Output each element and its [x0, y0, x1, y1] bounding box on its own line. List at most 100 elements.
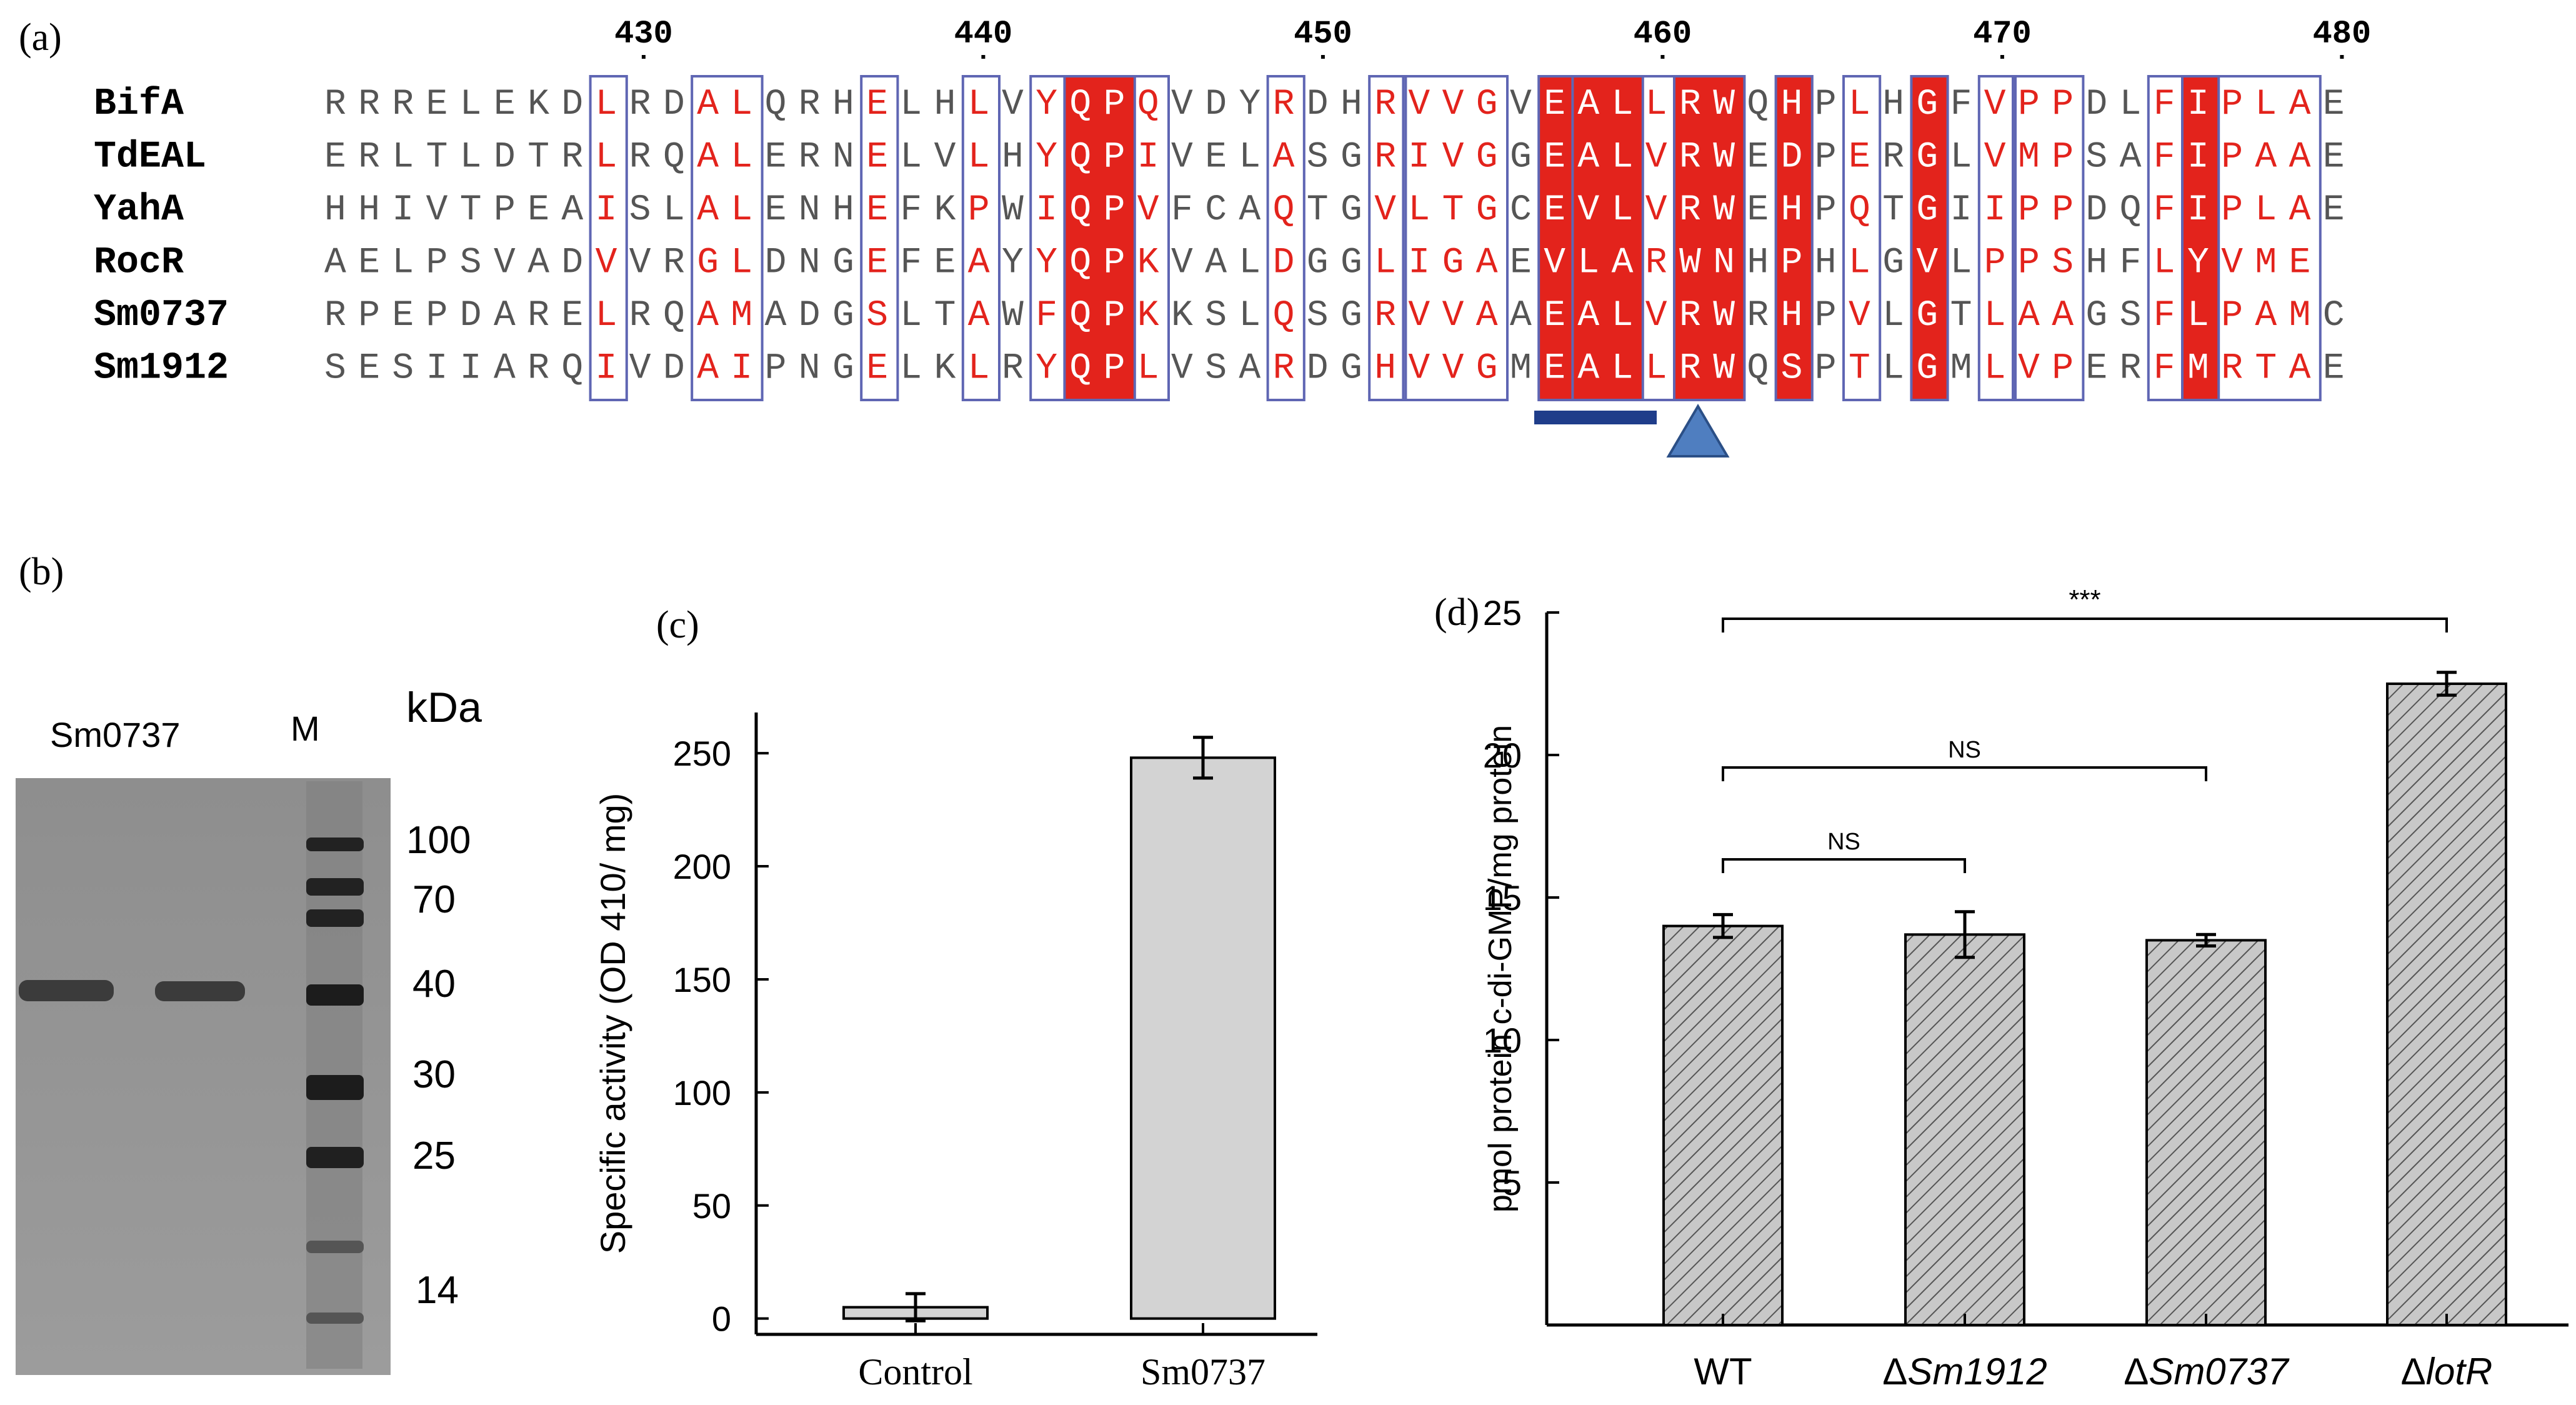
y-tick-label: 10 [1483, 1021, 1522, 1060]
ruler-tick [641, 55, 646, 59]
y-axis-title: Specific activity (OD 410/ mg) [593, 793, 632, 1254]
x-tick-label: ΔSm1912 [1882, 1351, 2047, 1392]
gel-lane-label: Sm0737 [50, 715, 181, 754]
gel-marker-band [306, 838, 364, 851]
gel-marker-band [306, 909, 364, 927]
y-tick-label: 50 [692, 1186, 731, 1226]
sequence-name: Sm0737 [94, 294, 229, 337]
active-site-triangle-marker [1666, 404, 1730, 458]
panel-c-chart: (c) 0 50 100 150 200 250 Specific activity (OD… [593, 604, 1317, 1392]
ruler-position-label: 440 [954, 16, 1013, 52]
ruler-position-label: 470 [1973, 16, 2032, 52]
identical-column-box [1537, 75, 1577, 401]
ruler-tick [1320, 55, 1325, 59]
x-tick-label: ΔlotR [2401, 1351, 2493, 1392]
gel-marker-band [306, 878, 364, 896]
ruler-tick [2340, 55, 2344, 59]
significance-bracket [1722, 858, 1966, 873]
gel-sample-band [19, 980, 114, 1001]
significance-label: NS [1948, 737, 1981, 763]
ruler-tick [2000, 55, 2004, 59]
bar [2145, 939, 2267, 1326]
marker-size-label: 30 [412, 1053, 456, 1096]
alignment-conservation-boxes [589, 75, 2322, 401]
ruler-position-label: 450 [1294, 16, 1352, 52]
ruler-tick [981, 55, 986, 59]
y-axis-title: pmol protein c-di-GMP/mg protein [1482, 725, 1519, 1212]
panel-a-alignment: (a) 430 440 450 460 470 480 BifA TdEAL YahA RocR… [19, 16, 2371, 458]
conserved-column-box [860, 75, 899, 401]
panel-d-chart: (d) 5 10 15 20 25 pmol protein c-di-GMP/mg pr… [1434, 584, 2569, 1392]
bar [2386, 682, 2507, 1326]
identical-column-box [1571, 75, 1644, 401]
panel-b-label: (b) [19, 551, 64, 593]
gel-marker-lane-label: M [291, 709, 320, 748]
y-tick-label: 250 [673, 734, 731, 773]
conserved-column-box [1402, 75, 1509, 401]
significance-label: NS [1827, 829, 1860, 855]
significance-bracket [1722, 618, 2448, 632]
marker-size-label: 25 [412, 1134, 456, 1178]
gel-unit-label: kDa [406, 684, 482, 731]
sequence-name: RocR [94, 242, 184, 284]
position-ruler: 430 440 450 460 470 480 [614, 16, 2371, 59]
y-tick-label: 200 [673, 847, 731, 886]
motif-underline-bar [1534, 411, 1657, 424]
conserved-column-box [1368, 75, 1407, 401]
marker-size-label: 70 [412, 878, 456, 921]
identical-column-box [2181, 75, 2220, 401]
identical-column-box [1673, 75, 1746, 401]
x-tick-label: Control [858, 1351, 972, 1392]
marker-size-label: 100 [406, 819, 471, 862]
gel-marker-band [306, 1075, 364, 1100]
bar [1904, 933, 2025, 1326]
x-tick-label: WT [1694, 1351, 1752, 1392]
bar [1130, 756, 1276, 1320]
bar [1662, 924, 1784, 1326]
gel-marker-size-labels: 100 70 40 30 25 14 [406, 819, 471, 1312]
conserved-column-box [1266, 75, 1305, 401]
gel-sample-band [155, 981, 245, 1001]
gel-marker-band [306, 1312, 364, 1324]
panel-c-label: (c) [656, 604, 699, 646]
conserved-column-box [1977, 75, 2017, 401]
significance-label: *** [2069, 584, 2100, 615]
identical-column-box [1910, 75, 1949, 401]
y-tick-label: 25 [1483, 593, 1522, 632]
identical-column-box [1063, 75, 1136, 401]
conserved-column-box [589, 75, 628, 401]
conserved-column-box [691, 75, 764, 401]
sequence-name: YahA [94, 189, 184, 231]
x-tick-label: Sm0737 [1141, 1351, 1266, 1392]
marker-size-label: 40 [412, 962, 456, 1006]
ruler-position-label: 480 [2313, 16, 2372, 52]
identical-column-box [1774, 75, 1814, 401]
conserved-column-box [1842, 75, 1882, 401]
y-tick-label: 20 [1483, 736, 1522, 775]
significance-bracket [1722, 766, 2207, 781]
conserved-column-box [961, 75, 1001, 401]
ruler-tick [1660, 55, 1665, 59]
y-tick-label: 15 [1483, 878, 1522, 918]
sequence-name: TdEAL [94, 136, 206, 179]
sequence-names: BifA TdEAL YahA RocR Sm0737 Sm1912 [94, 83, 229, 390]
gel-marker-band [306, 984, 364, 1006]
panel-a-label: (a) [19, 16, 62, 59]
y-tick-label: 100 [673, 1073, 731, 1112]
marker-size-label: 14 [416, 1269, 459, 1312]
ruler-position-label: 430 [614, 16, 673, 52]
panel-b-gel: (b) Sm0737 M kDa 100 70 40 30 25 14 [16, 551, 482, 1375]
gel-marker-band [306, 1147, 364, 1168]
sequence-name: BifA [94, 83, 184, 126]
y-tick-label: 0 [712, 1299, 731, 1339]
y-tick-label: 150 [673, 960, 731, 999]
ruler-position-label: 460 [1634, 16, 1692, 52]
